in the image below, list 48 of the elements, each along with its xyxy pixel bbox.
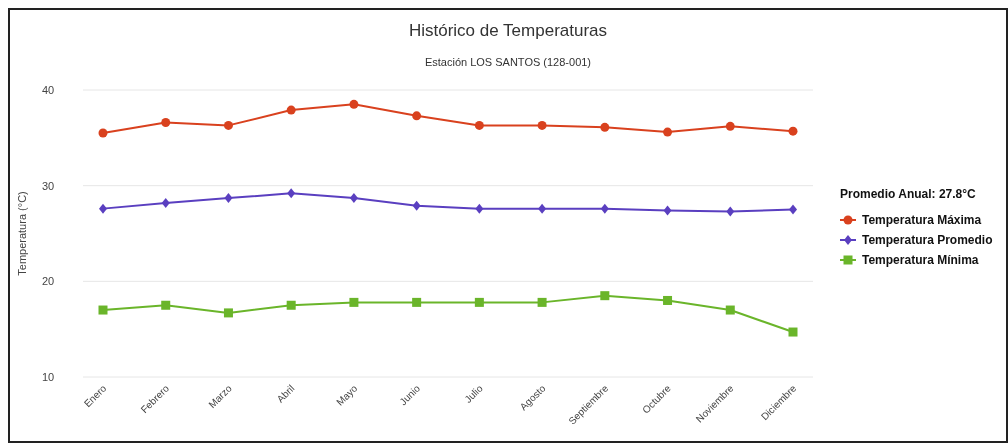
x-tick-label: Julio bbox=[462, 382, 486, 405]
y-axis-title: Temperatura (°C) bbox=[16, 191, 28, 276]
point bbox=[412, 111, 422, 121]
point bbox=[223, 120, 233, 130]
point bbox=[600, 122, 610, 132]
point bbox=[537, 120, 547, 130]
y-tick-label: 30 bbox=[41, 179, 55, 192]
point bbox=[349, 193, 358, 204]
chart-subtitle: Estación LOS SANTOS (128-001) bbox=[424, 56, 592, 68]
point bbox=[726, 206, 735, 217]
point bbox=[98, 305, 108, 315]
point bbox=[788, 126, 798, 136]
point bbox=[474, 297, 484, 307]
point bbox=[161, 300, 171, 310]
point bbox=[349, 99, 359, 109]
point bbox=[286, 105, 296, 115]
point bbox=[789, 204, 797, 215]
point bbox=[161, 118, 171, 128]
point bbox=[663, 127, 673, 137]
legend-label: Temperatura Mínima bbox=[862, 253, 979, 267]
legend-label: Temperatura Promedio bbox=[862, 233, 993, 247]
point bbox=[161, 197, 170, 208]
point bbox=[412, 200, 421, 211]
point bbox=[537, 297, 547, 307]
point bbox=[224, 193, 233, 204]
point bbox=[600, 203, 609, 214]
point bbox=[600, 291, 610, 301]
point bbox=[538, 203, 547, 214]
point bbox=[223, 308, 233, 318]
point bbox=[725, 305, 735, 315]
chart-title: Histórico de Temperaturas bbox=[408, 21, 608, 40]
point bbox=[788, 327, 798, 337]
point bbox=[286, 300, 296, 310]
point bbox=[412, 297, 422, 307]
legend-title: Promedio Anual: 27.8°C bbox=[840, 187, 977, 201]
point bbox=[474, 120, 484, 130]
point bbox=[663, 205, 672, 216]
point bbox=[287, 188, 296, 199]
point bbox=[98, 128, 108, 138]
legend-label: Temperatura Máxima bbox=[862, 213, 982, 227]
point bbox=[349, 297, 359, 307]
point bbox=[663, 295, 673, 305]
point bbox=[725, 121, 735, 131]
point bbox=[99, 203, 107, 214]
point bbox=[475, 203, 484, 214]
y-tick-label: 20 bbox=[41, 275, 55, 288]
y-tick-label: 40 bbox=[41, 83, 55, 96]
y-tick-label: 10 bbox=[41, 370, 55, 383]
